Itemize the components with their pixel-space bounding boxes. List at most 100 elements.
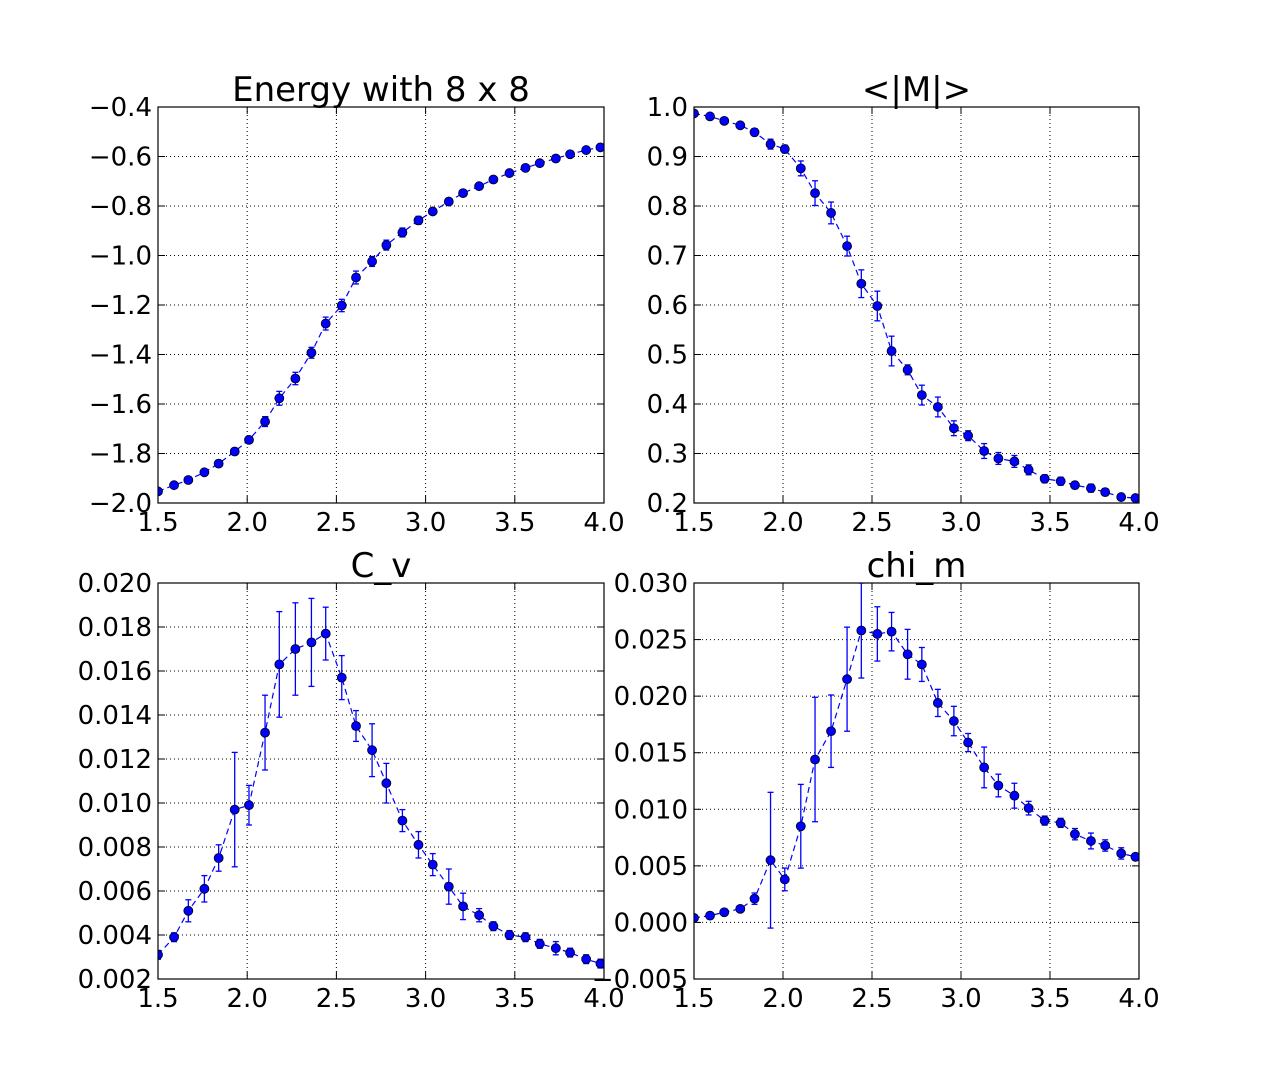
chart-2-title: C_v (351, 546, 412, 586)
chart-0-point (336, 300, 347, 311)
chart-0-point (274, 393, 285, 404)
chart-0-point (474, 181, 485, 192)
chart-3-y-tick-label: 0.025 (614, 626, 688, 656)
chart-0-point (367, 256, 377, 267)
chart-0-point (244, 434, 254, 445)
chart-2-y-tick-label: 0.008 (78, 833, 152, 863)
chart-1-point (705, 111, 715, 122)
chart-1-y-tick-label: 0.2 (647, 489, 688, 519)
chart-2-point (199, 883, 210, 894)
chart-1-x-tick-label: 1.5 (673, 508, 714, 538)
chart-2-point (458, 901, 468, 912)
chart-3-y-tick-label: 0.015 (614, 739, 688, 769)
chart-2-point (320, 628, 331, 639)
chart-1-y-tick-label: 0.6 (647, 291, 688, 321)
chart-2-point (550, 943, 561, 954)
chart-0-frame (157, 106, 605, 504)
chart-2-y-tick-label: 0.012 (78, 745, 152, 775)
chart-3-point (795, 821, 806, 832)
chart-0-point (229, 446, 240, 457)
chart-0-y-tick-label: −0.8 (89, 192, 152, 222)
chart-0-series-line (158, 146, 601, 492)
chart-1-x-tick-label: 3.0 (940, 508, 981, 538)
chart-2-point (504, 930, 515, 940)
chart-0-point (290, 373, 301, 384)
chart-3-point (1070, 829, 1080, 840)
chart-3-y-tick-label: 0.005 (614, 852, 688, 882)
chart-1-point (963, 430, 974, 441)
chart-3-title: chi_m (867, 546, 967, 586)
chart-1-point (694, 108, 699, 119)
chart-1-x-tick-label: 3.5 (1029, 508, 1070, 538)
chart-1-point (902, 364, 913, 375)
chart-1-point (1039, 473, 1050, 484)
chart-2-y-tick-label: 0.016 (78, 657, 152, 687)
chart-2-x-tick-label: 3.5 (494, 984, 535, 1014)
chart-3-point (993, 780, 1004, 791)
chart-1-point (932, 402, 943, 412)
chart-2-point (413, 839, 424, 850)
chart-1-point (979, 446, 990, 456)
chart-3-point (1023, 803, 1034, 814)
chart-0-y-tick-label: −1.0 (89, 242, 152, 272)
chart-2-point (488, 921, 499, 932)
chart-1-x-tick-label: 2.5 (851, 508, 892, 538)
chart-0-y-tick-label: −0.6 (89, 143, 152, 173)
chart-3-series-line (694, 629, 1136, 919)
chart-1-point (735, 120, 746, 131)
chart-0-point (488, 174, 499, 185)
chart-2-point (565, 947, 576, 958)
chart-0: 1.5 2.0 2.5 3.0 3.5 4.0 −2.0 −1.8 −1.6 −1.4 −1.2 −1… (89, 70, 625, 538)
chart-3-frame (693, 582, 1140, 980)
chart-1-point (1009, 456, 1020, 467)
chart-0-x-tick-label: 2.0 (227, 508, 268, 538)
chart-1: 1.5 2.0 2.5 3.0 3.5 4.0 0.2 0.3 0.4 0.5 0.6 0.7 0.8 0… (647, 70, 1160, 538)
chart-2-point (274, 659, 285, 670)
chart-3-point (979, 762, 990, 773)
chart-0-point (183, 475, 194, 485)
chart-1-series-line (694, 112, 1136, 499)
chart-3-point (765, 855, 776, 866)
chart-2-point (443, 881, 454, 892)
chart-3-point (1116, 848, 1127, 859)
chart-1-point (765, 139, 776, 150)
chart-0-title: Energy with 8 x 8 (232, 70, 530, 110)
chart-2-y-tick-label: 0.018 (78, 613, 152, 643)
chart-2-x-tick-label: 4.0 (583, 984, 624, 1014)
chart-3-point (1130, 851, 1139, 862)
chart-3-point (749, 893, 760, 904)
chart-3-x-tick-label: 2.0 (762, 984, 803, 1014)
chart-0-point (458, 188, 468, 199)
chart-3-x-tick-label: 3.5 (1029, 984, 1070, 1014)
chart-2-point (427, 859, 438, 870)
chart-1-y-tick-label: 0.9 (647, 143, 688, 173)
chart-1-point (886, 346, 897, 356)
chart-2-point (397, 815, 408, 826)
chart-3-point (902, 649, 913, 660)
chart-3-x-tick-label: 4.0 (1118, 984, 1159, 1014)
chart-3-point (705, 910, 715, 921)
chart-3-point (842, 674, 852, 685)
chart-1-point (810, 188, 820, 199)
chart-0-y-tick-label: −0.4 (89, 93, 152, 123)
chart-1-point (1116, 492, 1127, 502)
chart-1-frame (693, 106, 1140, 504)
chart-3-point (872, 629, 883, 639)
chart-0-point (213, 458, 224, 469)
chart-1-point (779, 144, 790, 154)
chart-0-point (595, 142, 604, 153)
chart-1-point (842, 241, 852, 251)
chart-3-y-tick-label: 0.000 (614, 908, 688, 938)
chart-2-point (534, 938, 545, 949)
chart-2-y-tick-label: 0.006 (78, 877, 152, 907)
chart-1-point (1100, 487, 1111, 498)
chart-2-point (474, 910, 485, 921)
chart-0-y-tick-label: −1.2 (89, 291, 152, 321)
chart-0-y-tick-label: −1.8 (89, 440, 152, 470)
chart-0-point (427, 206, 438, 217)
chart-2-series-line (158, 632, 601, 965)
chart-1-x-tick-label: 2.0 (762, 508, 803, 538)
chart-3-point (1100, 840, 1111, 851)
